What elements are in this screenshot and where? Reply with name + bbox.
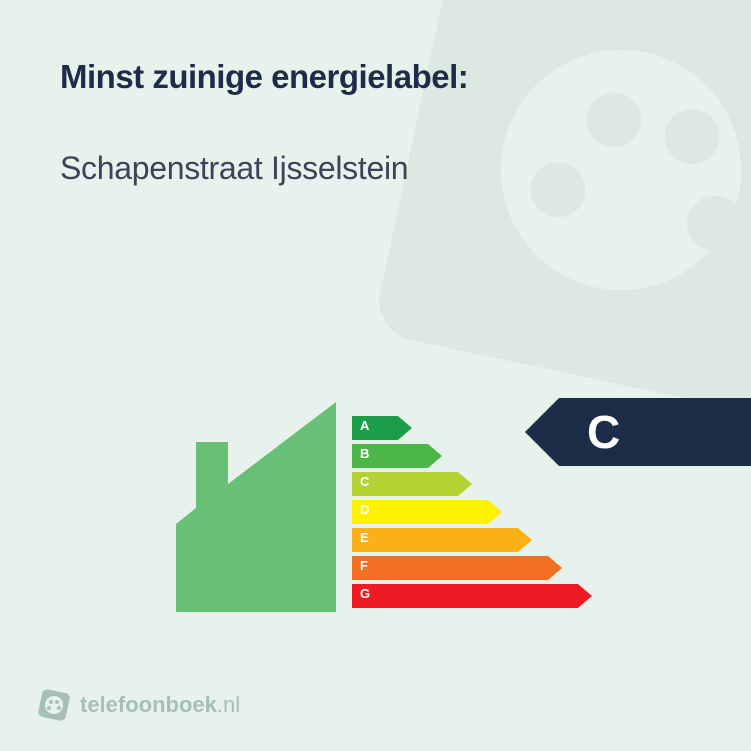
house-icon	[176, 402, 336, 612]
selected-label-letter: C	[587, 405, 620, 459]
content-area: Minst zuinige energielabel: Schapenstraa…	[0, 0, 751, 187]
footer-brand-bold: telefoonboek	[80, 692, 217, 717]
energy-bar-label: E	[360, 530, 369, 545]
energy-bar-label: F	[360, 558, 368, 573]
footer-brand-rest: .nl	[217, 692, 240, 717]
selected-label-arrow: C	[525, 398, 751, 466]
energy-bar-label: D	[360, 502, 369, 517]
footer-brand-text: telefoonboek.nl	[80, 692, 240, 718]
brand-logo-icon	[38, 689, 70, 721]
energy-bar-label: B	[360, 446, 369, 461]
footer: telefoonboek.nl	[38, 689, 240, 721]
energy-bar-label: A	[360, 418, 369, 433]
page-title: Minst zuinige energielabel:	[60, 58, 691, 96]
energy-bar-label: G	[360, 586, 370, 601]
page-subtitle: Schapenstraat Ijsselstein	[60, 150, 691, 187]
energy-bar-label: C	[360, 474, 369, 489]
